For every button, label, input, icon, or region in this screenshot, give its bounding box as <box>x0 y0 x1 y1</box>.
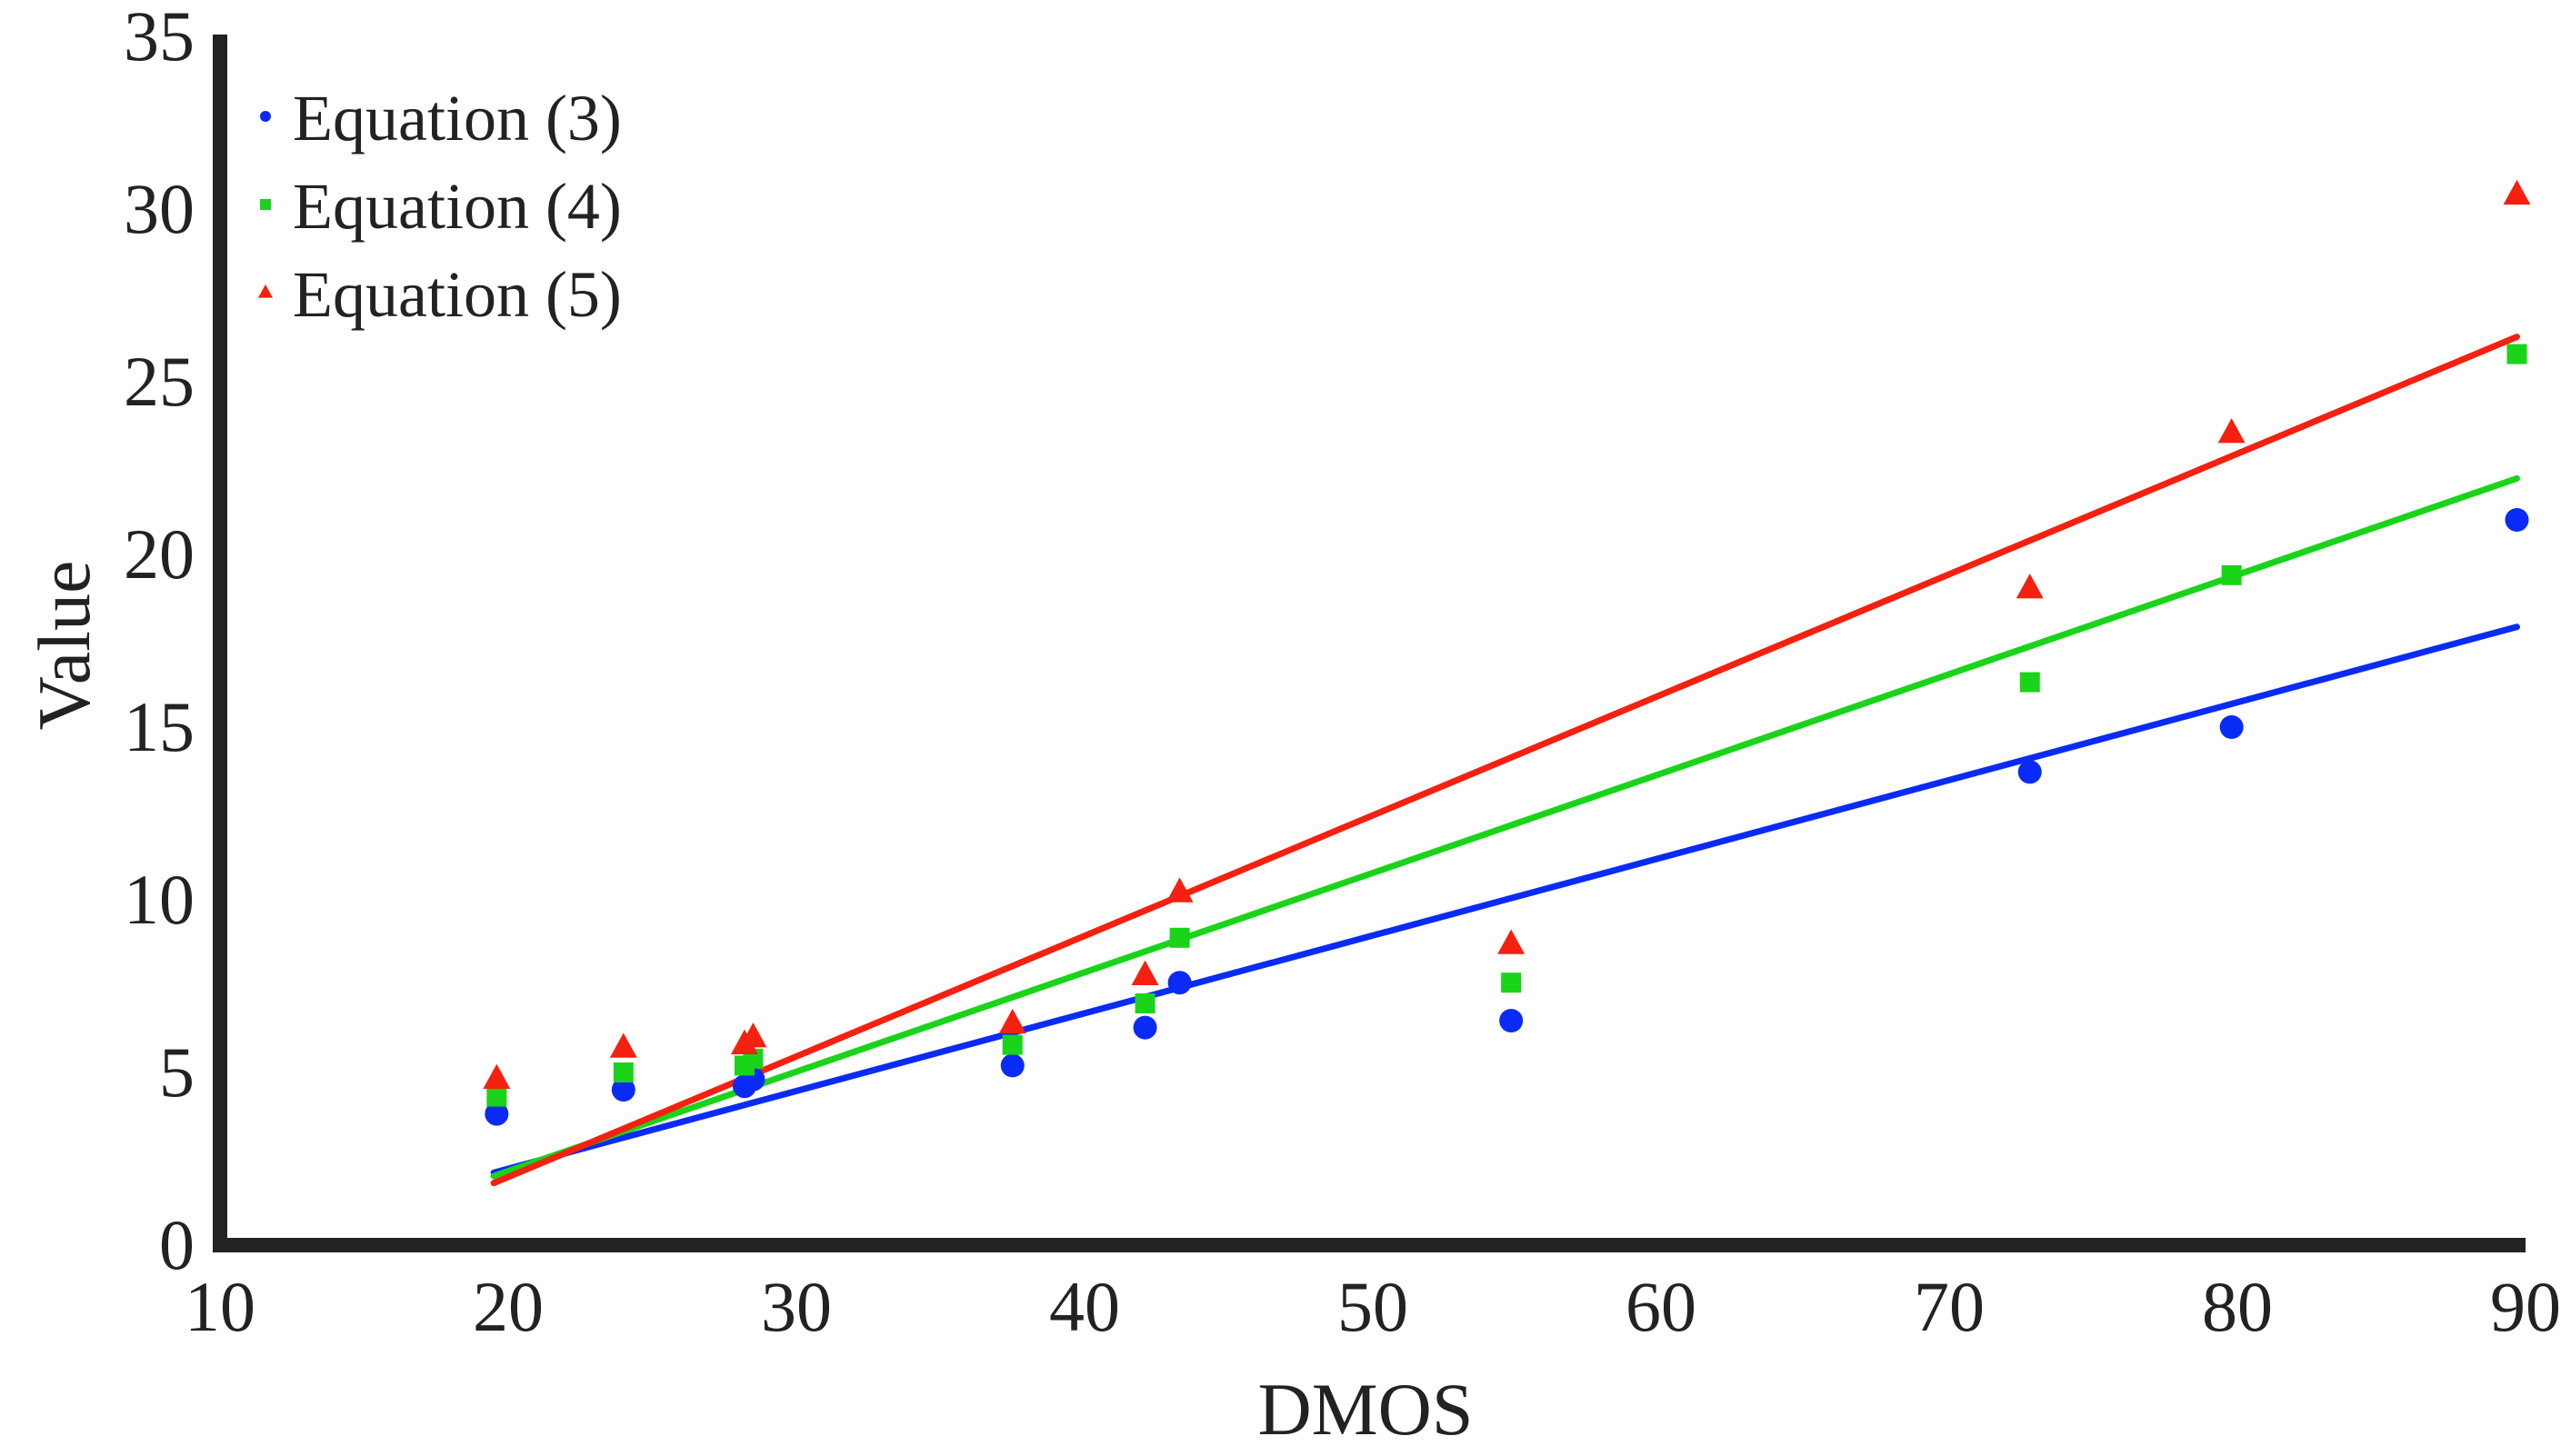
data-point-series-1-5 <box>1000 1053 1025 1078</box>
data-point-series-2-8 <box>1501 972 1522 993</box>
y-tick-label-35: 35 <box>124 0 195 75</box>
x-tick-label-20: 20 <box>473 1267 544 1346</box>
tick-labels: 10 20 30 40 50 60 70 80 90 0 5 10 15 20 25 30 35 <box>124 0 2561 1346</box>
data-point-series-3-4 <box>739 1022 767 1048</box>
axis-titles: DMOS Value <box>23 561 1473 1451</box>
x-tick-label-10: 10 <box>185 1267 255 1346</box>
data-point-series-1-11 <box>2505 508 2529 532</box>
y-tick-label-0: 0 <box>159 1205 195 1284</box>
x-tick-label-50: 50 <box>1337 1267 1408 1346</box>
data-point-series-1-7 <box>1167 971 1192 995</box>
x-tick-label-30: 30 <box>761 1267 832 1346</box>
x-tick-label-60: 60 <box>1626 1267 1696 1346</box>
legend-label-series-1: Equation (3) <box>293 82 622 155</box>
legend-marker-series-1 <box>260 111 271 122</box>
data-point-series-3-6 <box>1131 960 1159 985</box>
legend-marker-series-3 <box>257 284 274 298</box>
data-point-series-2-10 <box>2221 564 2242 585</box>
y-tick-label-15: 15 <box>124 687 195 766</box>
data-point-series-1-9 <box>2017 760 2042 784</box>
fit-line-series-3 <box>490 334 2520 1187</box>
x-tick-label-80: 80 <box>2202 1267 2273 1346</box>
data-point-series-3-2 <box>609 1032 637 1058</box>
fit-lines <box>490 334 2520 1187</box>
fit-line-series-2 <box>490 474 2520 1180</box>
data-point-series-1-10 <box>2219 715 2244 739</box>
y-tick-label-20: 20 <box>124 514 195 593</box>
x-tick-label-90: 90 <box>2490 1267 2561 1346</box>
legend-label-series-3: Equation (5) <box>293 258 622 331</box>
y-axis-title: Value <box>23 561 105 731</box>
fit-line-series-1 <box>490 623 2520 1176</box>
legend-label-series-2: Equation (4) <box>293 170 622 243</box>
data-point-series-2-11 <box>2506 344 2527 364</box>
data-markers <box>483 179 2531 1126</box>
data-point-series-3-5 <box>998 1008 1026 1034</box>
x-tick-label-70: 70 <box>1914 1267 1985 1346</box>
legend: Equation (3) Equation (4) Equation (5) <box>257 82 622 331</box>
x-axis-title: DMOS <box>1258 1368 1474 1451</box>
data-point-series-3-8 <box>1497 929 1526 954</box>
data-point-series-3-1 <box>483 1063 511 1089</box>
data-point-series-2-1 <box>486 1086 507 1107</box>
legend-marker-series-2 <box>260 199 271 210</box>
data-point-series-1-2 <box>611 1078 635 1102</box>
data-point-series-2-5 <box>1002 1034 1023 1055</box>
data-point-series-2-9 <box>2019 672 2040 693</box>
data-point-series-3-9 <box>2016 573 2044 599</box>
y-tick-label-25: 25 <box>124 342 195 421</box>
y-tick-label-5: 5 <box>159 1032 195 1112</box>
data-point-series-2-6 <box>1135 993 1155 1013</box>
data-point-series-3-11 <box>2503 179 2531 205</box>
data-point-series-1-1 <box>485 1102 509 1126</box>
data-point-series-1-8 <box>1499 1009 1524 1032</box>
data-point-series-3-7 <box>1165 877 1194 903</box>
y-tick-label-10: 10 <box>124 860 195 939</box>
data-point-series-1-6 <box>1133 1015 1157 1040</box>
data-point-series-2-2 <box>613 1062 634 1082</box>
data-point-series-3-10 <box>2217 418 2246 444</box>
axes <box>213 35 2526 1252</box>
x-tick-label-40: 40 <box>1049 1267 1120 1346</box>
y-tick-label-30: 30 <box>124 169 195 248</box>
data-point-series-2-7 <box>1169 927 1190 948</box>
